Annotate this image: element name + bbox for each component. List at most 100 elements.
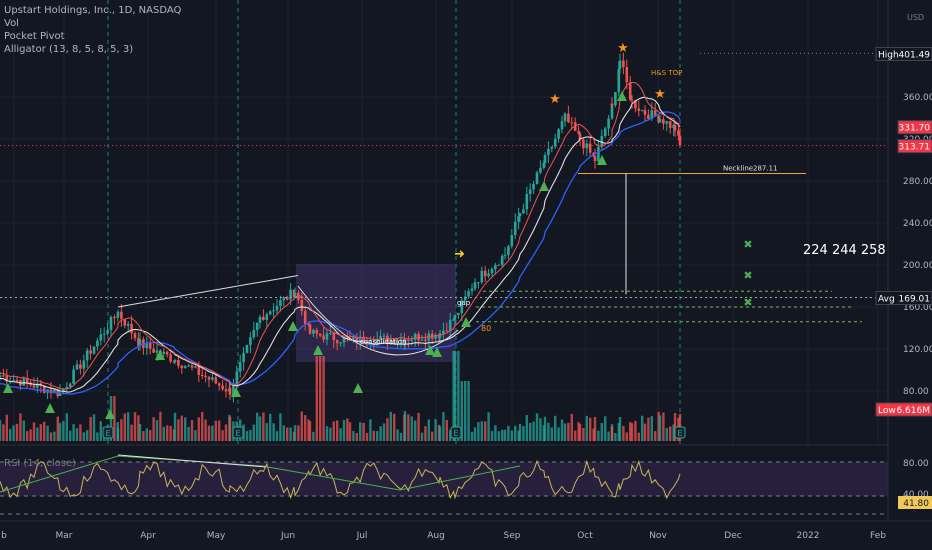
volume-bar <box>269 413 272 441</box>
candle-body <box>513 221 517 236</box>
candle-body <box>325 333 329 340</box>
candle-body <box>197 366 201 375</box>
candle-body <box>588 143 592 153</box>
volume-bar <box>79 424 82 441</box>
indicator-pocket-pivot[interactable]: Pocket Pivot <box>4 31 65 42</box>
candle-body <box>42 385 46 393</box>
volume-bar <box>379 426 382 441</box>
volume-bar <box>570 413 573 441</box>
candle-body <box>452 319 455 321</box>
candle-body <box>162 351 166 354</box>
volume-bar <box>329 427 332 441</box>
volume-bar <box>322 356 325 441</box>
volume-bar <box>56 416 59 441</box>
indicator-vol[interactable]: Vol <box>4 18 19 29</box>
candle-body <box>510 235 514 247</box>
time-tick-label: Jun <box>280 531 295 541</box>
volume-bar <box>89 416 92 441</box>
volume-bar <box>503 429 507 441</box>
candle-body <box>647 114 650 119</box>
volume-bar <box>184 417 187 441</box>
neckline-value: 287.11 <box>753 165 778 173</box>
avg-badge-value: 169.01 <box>899 295 931 305</box>
candle-body <box>75 364 79 370</box>
high-badge-label: High <box>878 50 899 60</box>
volume-bar <box>614 432 617 441</box>
neckline-label: Neckline <box>723 165 753 173</box>
rsi-legend[interactable]: RSI (14, close) <box>4 458 77 469</box>
volume-bar <box>529 422 532 441</box>
low-badge <box>875 402 932 417</box>
rsi-band <box>0 462 888 496</box>
earnings-icon <box>450 426 462 439</box>
volume-bar <box>137 415 140 441</box>
volume-bar <box>297 425 300 441</box>
candle-body <box>289 289 292 300</box>
candle-body <box>177 360 180 366</box>
volume-bar <box>43 421 46 441</box>
volume-bar <box>2 424 5 441</box>
volume-bar <box>29 429 32 441</box>
candle-body <box>463 296 467 301</box>
candle-body <box>126 323 130 326</box>
candle-body <box>102 333 106 335</box>
volume-bar <box>32 422 36 441</box>
candle-body <box>79 364 82 369</box>
volume-bar <box>464 381 467 441</box>
candle-body <box>577 130 580 134</box>
candle-body <box>5 375 9 382</box>
volume-bar <box>145 428 148 441</box>
volume-bar <box>672 424 675 441</box>
candle-body <box>245 344 249 353</box>
volume-bar <box>578 423 582 441</box>
candle-body <box>410 339 414 341</box>
candle-body <box>487 273 490 277</box>
candle-body <box>550 146 554 149</box>
volume-bar <box>654 431 657 441</box>
candle-body <box>130 323 133 334</box>
volume-bar <box>152 417 155 441</box>
volume-bar <box>445 419 448 441</box>
time-tick-label: Oct <box>577 531 593 541</box>
candle-body <box>417 333 420 341</box>
volume-bar <box>249 429 252 441</box>
volume-bar <box>155 420 159 441</box>
volume-bar <box>194 430 197 441</box>
target-cross-icon: ✖ <box>743 269 752 282</box>
indicator-alligator[interactable]: Alligator (13, 8, 5, 8, 5, 3) <box>4 44 134 55</box>
candle-body <box>618 60 622 69</box>
volume-bar <box>300 411 303 441</box>
candle-body <box>614 92 617 106</box>
volume-bar <box>650 416 653 441</box>
pocket-pivot-icon <box>617 91 627 101</box>
volume-bar <box>82 432 85 441</box>
pocket-pivot-icon <box>3 383 13 393</box>
consolidation-label: consolidation <box>360 338 407 346</box>
time-tick-label: b <box>1 531 7 541</box>
volume-bar <box>434 419 437 441</box>
candle-body <box>610 103 614 119</box>
volume-bar <box>62 420 65 441</box>
volume-bar <box>643 423 647 441</box>
candle-body <box>673 125 677 131</box>
candle-body <box>678 135 682 146</box>
volume-bar <box>123 413 126 441</box>
candle-body <box>525 194 529 210</box>
candle-body <box>507 246 510 256</box>
candle-body <box>116 311 120 316</box>
volume-bar <box>173 412 177 441</box>
candle-body <box>148 342 152 349</box>
volume-bar <box>362 422 365 441</box>
candle-body <box>255 322 259 331</box>
candle-body <box>268 311 272 315</box>
candle-body <box>582 139 585 149</box>
candle-body <box>15 379 19 381</box>
candle-body <box>453 314 457 320</box>
volume-bar <box>92 414 96 441</box>
star-icon: ★ <box>549 92 561 107</box>
price-axis <box>888 0 932 550</box>
candle-body <box>133 333 137 339</box>
candle-body <box>312 329 315 334</box>
volume-bar <box>420 432 424 441</box>
